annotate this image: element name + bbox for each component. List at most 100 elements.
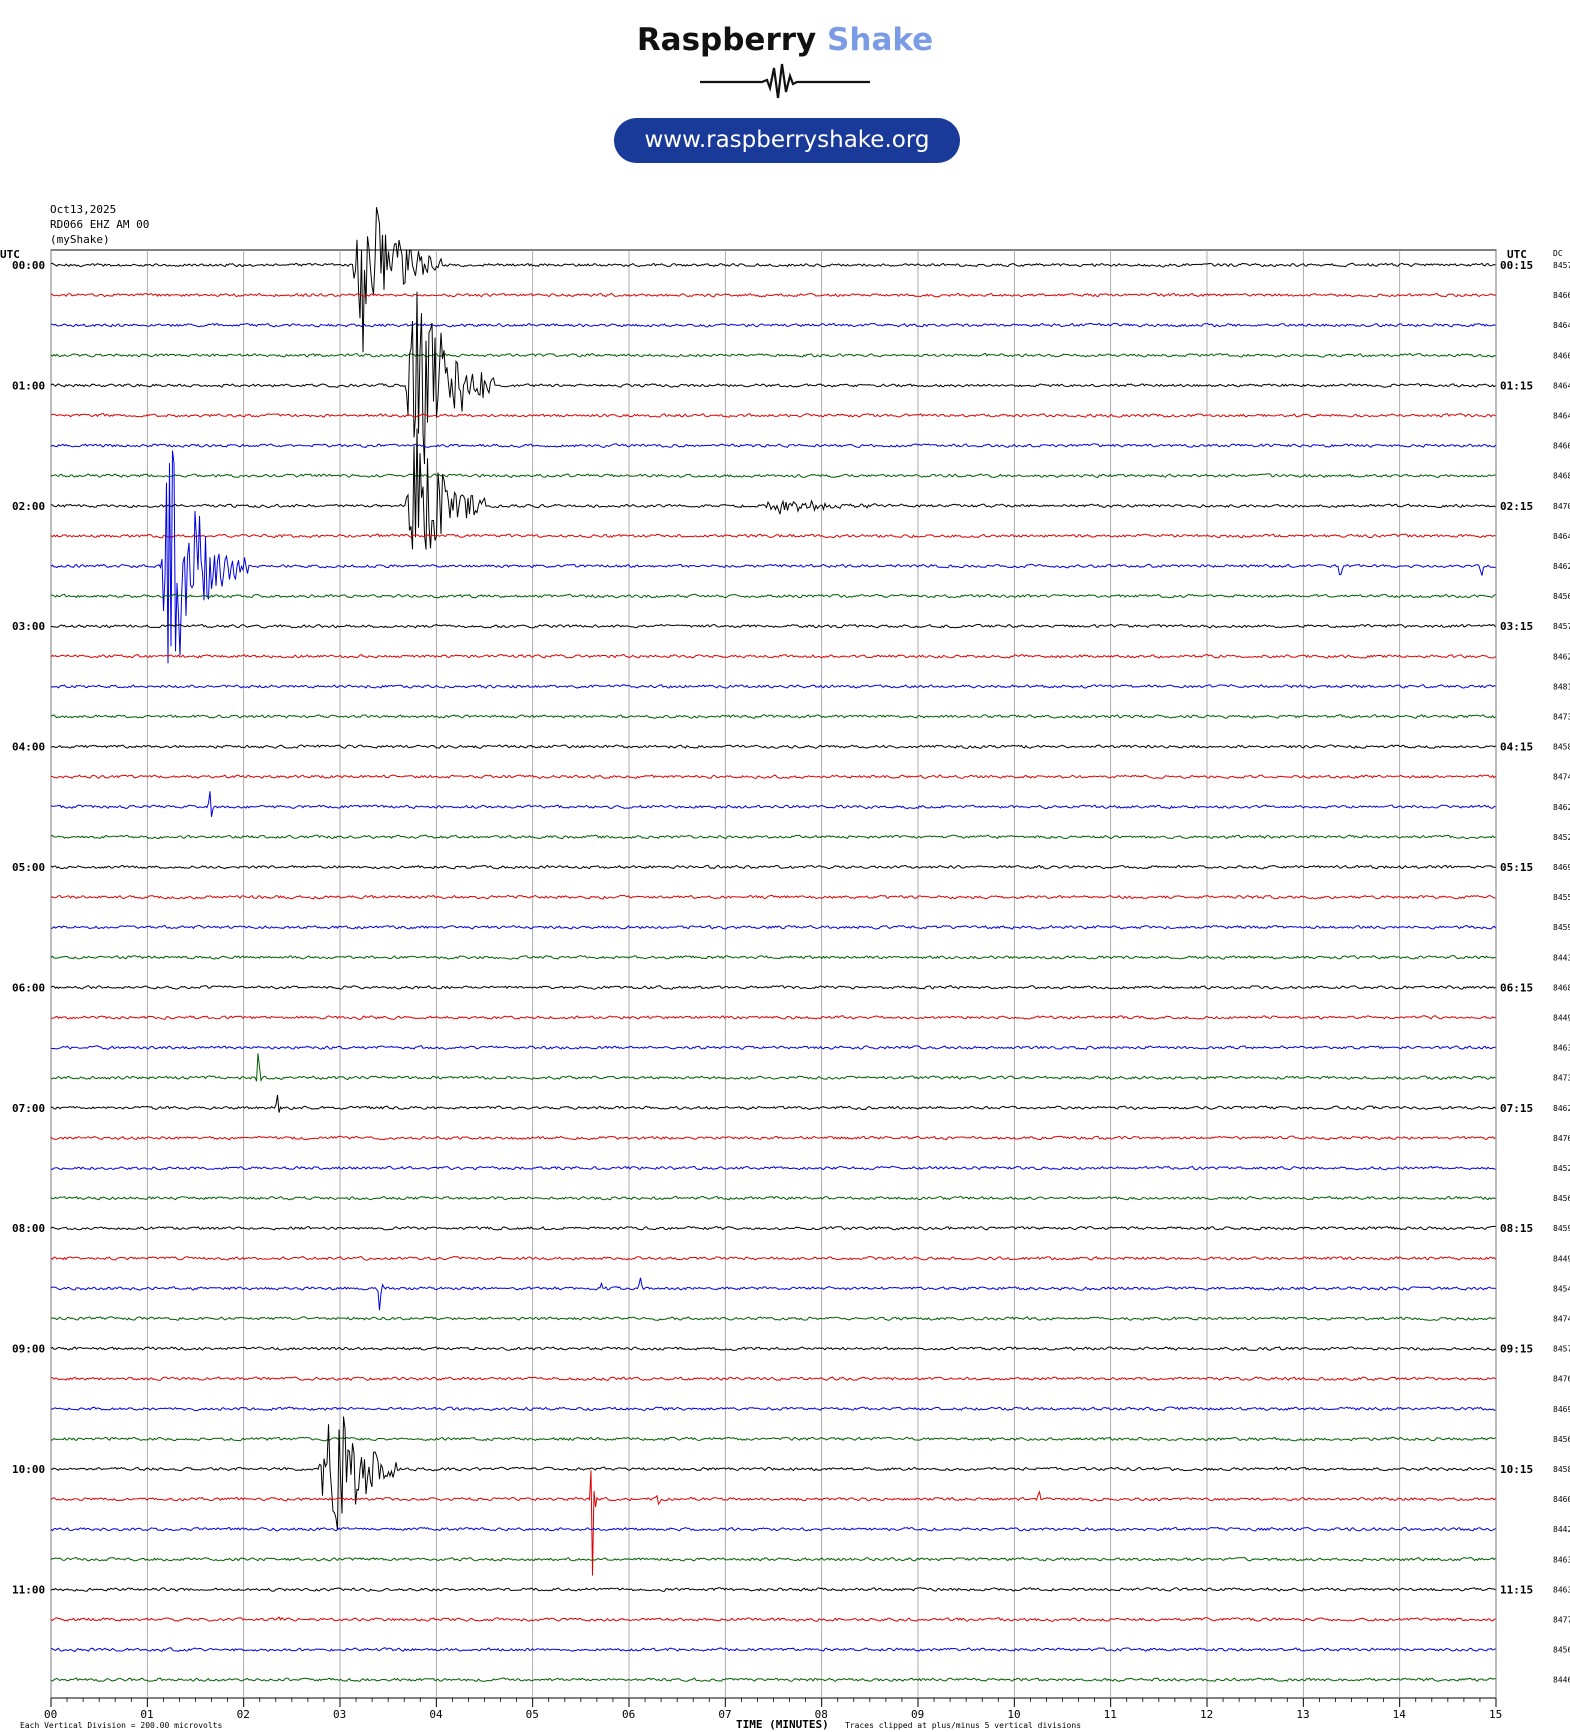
time-grid — [50, 249, 1497, 1707]
right-hour-label: 03:15 — [1500, 620, 1533, 633]
dc-value-label: 8468 — [1553, 472, 1570, 481]
trace-line — [51, 1436, 1496, 1442]
right-hour-label: 04:15 — [1500, 741, 1533, 754]
left-hour-label: 03:00 — [12, 620, 45, 633]
trace-line — [50, 1135, 1496, 1141]
seismic-traces — [50, 207, 1496, 1683]
dc-value-label: 8460 — [1553, 442, 1570, 451]
trace-line — [50, 684, 1496, 689]
trace-line — [50, 1225, 1496, 1231]
dc-value-label: 8474 — [1553, 1315, 1570, 1324]
dc-value-label: 8452 — [1553, 1164, 1570, 1173]
dc-value-label: 8463 — [1553, 1555, 1570, 1564]
channel-id: RD066 EHZ AM 00 — [50, 218, 150, 231]
trace-line — [50, 1677, 1496, 1683]
left-hour-label: 10:00 — [12, 1463, 45, 1476]
dc-value-label: 8464 — [1553, 412, 1570, 421]
trace-line — [50, 954, 1496, 960]
x-tick-label: 03 — [333, 1708, 346, 1721]
clip-note: Traces clipped at plus/minus 5 vertical … — [845, 1721, 1081, 1730]
dc-value-label: 8477 — [1553, 1616, 1570, 1625]
recording-date: Oct13,2025 — [50, 203, 117, 216]
dc-value-label: 8446 — [1553, 1676, 1570, 1685]
trace-line — [50, 1416, 1496, 1531]
trace-line — [50, 1587, 1496, 1592]
right-hour-label: 01:15 — [1500, 379, 1533, 392]
dc-value-label: 8464 — [1553, 532, 1570, 541]
trace-line — [50, 352, 1496, 358]
dc-value-label: 8462 — [1553, 652, 1570, 661]
dc-value-label: 8468 — [1553, 983, 1570, 992]
trace-line — [50, 834, 1496, 840]
trace-line — [50, 593, 1496, 599]
right-hour-label: 07:15 — [1500, 1102, 1533, 1115]
x-tick-label: 06 — [622, 1708, 635, 1721]
trace-line — [50, 1616, 1496, 1622]
trace-line — [50, 1346, 1496, 1351]
dc-value-label: 8458 — [1553, 1465, 1570, 1474]
right-hour-label: 11:15 — [1500, 1583, 1533, 1596]
trace-line — [50, 1376, 1496, 1382]
right-hour-label: 06:15 — [1500, 981, 1533, 994]
dc-value-label: 8476 — [1553, 1375, 1570, 1384]
dc-value-label: 8456 — [1553, 1194, 1570, 1203]
dc-value-label: 8442 — [1553, 1525, 1570, 1534]
x-tick-label: 09 — [911, 1708, 924, 1721]
trace-line — [50, 413, 1496, 418]
x-tick-label: 11 — [1104, 1708, 1117, 1721]
left-hour-label: 04:00 — [12, 741, 45, 754]
logo-wave-icon — [700, 63, 870, 99]
source-label: (myShake) — [50, 233, 110, 246]
dc-value-label: 8462 — [1553, 562, 1570, 571]
trace-line — [50, 1255, 1496, 1261]
x-tick-label: 00 — [44, 1708, 57, 1721]
trace-line — [50, 1195, 1496, 1201]
dc-value-label: 8455 — [1553, 893, 1570, 902]
dc-value-label: 8469 — [1553, 1405, 1570, 1414]
dc-value-label: 8459 — [1553, 1224, 1570, 1233]
website-link[interactable]: www.raspberryshake.org — [614, 118, 960, 163]
trace-line — [50, 985, 1496, 990]
trace-line — [50, 1647, 1496, 1652]
dc-value-label: 8449 — [1553, 1254, 1570, 1263]
dc-value-label: 8454 — [1553, 1284, 1570, 1293]
right-hour-label: 05:15 — [1500, 861, 1533, 874]
x-tick-label: 14 — [1393, 1708, 1407, 1721]
trace-line — [50, 1015, 1496, 1020]
dc-value-label: 8464 — [1553, 381, 1570, 390]
trace-line — [50, 428, 1496, 550]
plot-frame — [50, 249, 1497, 1699]
dc-value-label: 8460 — [1553, 1495, 1570, 1504]
right-hour-label: 10:15 — [1500, 1463, 1533, 1476]
dc-value-label: 8476 — [1553, 1134, 1570, 1143]
x-tick-label: 15 — [1489, 1708, 1502, 1721]
dc-value-label: 8456 — [1553, 1435, 1570, 1444]
trace-line — [50, 1165, 1496, 1171]
dc-value-label: 8443 — [1553, 953, 1570, 962]
trace-line — [50, 1053, 1496, 1083]
trace-line — [50, 744, 1496, 749]
scale-note: Each Vertical Division = 200.00 microvol… — [20, 1721, 222, 1730]
dc-value-label: 8463 — [1553, 1044, 1570, 1053]
dc-value-label: 8458 — [1553, 743, 1570, 752]
dc-value-label: 8462 — [1553, 1104, 1570, 1113]
trace-line — [50, 207, 1496, 353]
trace-line — [50, 291, 1496, 465]
dc-value-label: 8473 — [1553, 1074, 1570, 1083]
trace-line — [50, 1406, 1496, 1412]
dc-value-label: 8459 — [1553, 923, 1570, 932]
left-hour-label: 05:00 — [12, 861, 45, 874]
trace-line — [50, 623, 1496, 629]
trace-line — [50, 654, 1496, 659]
trace-line — [50, 1470, 1496, 1576]
trace-line — [50, 774, 1496, 780]
x-tick-label: 12 — [1200, 1708, 1213, 1721]
dc-header: DC — [1553, 249, 1563, 258]
x-tick-label: 10 — [1007, 1708, 1020, 1721]
logo-title: Raspberry Shake — [0, 22, 1570, 58]
left-hour-label: 02:00 — [12, 500, 45, 513]
trace-line — [50, 714, 1496, 719]
right-hour-label: 08:15 — [1500, 1222, 1533, 1235]
trace-line — [50, 1094, 1496, 1113]
logo-word-raspberry: Raspberry — [636, 22, 817, 58]
